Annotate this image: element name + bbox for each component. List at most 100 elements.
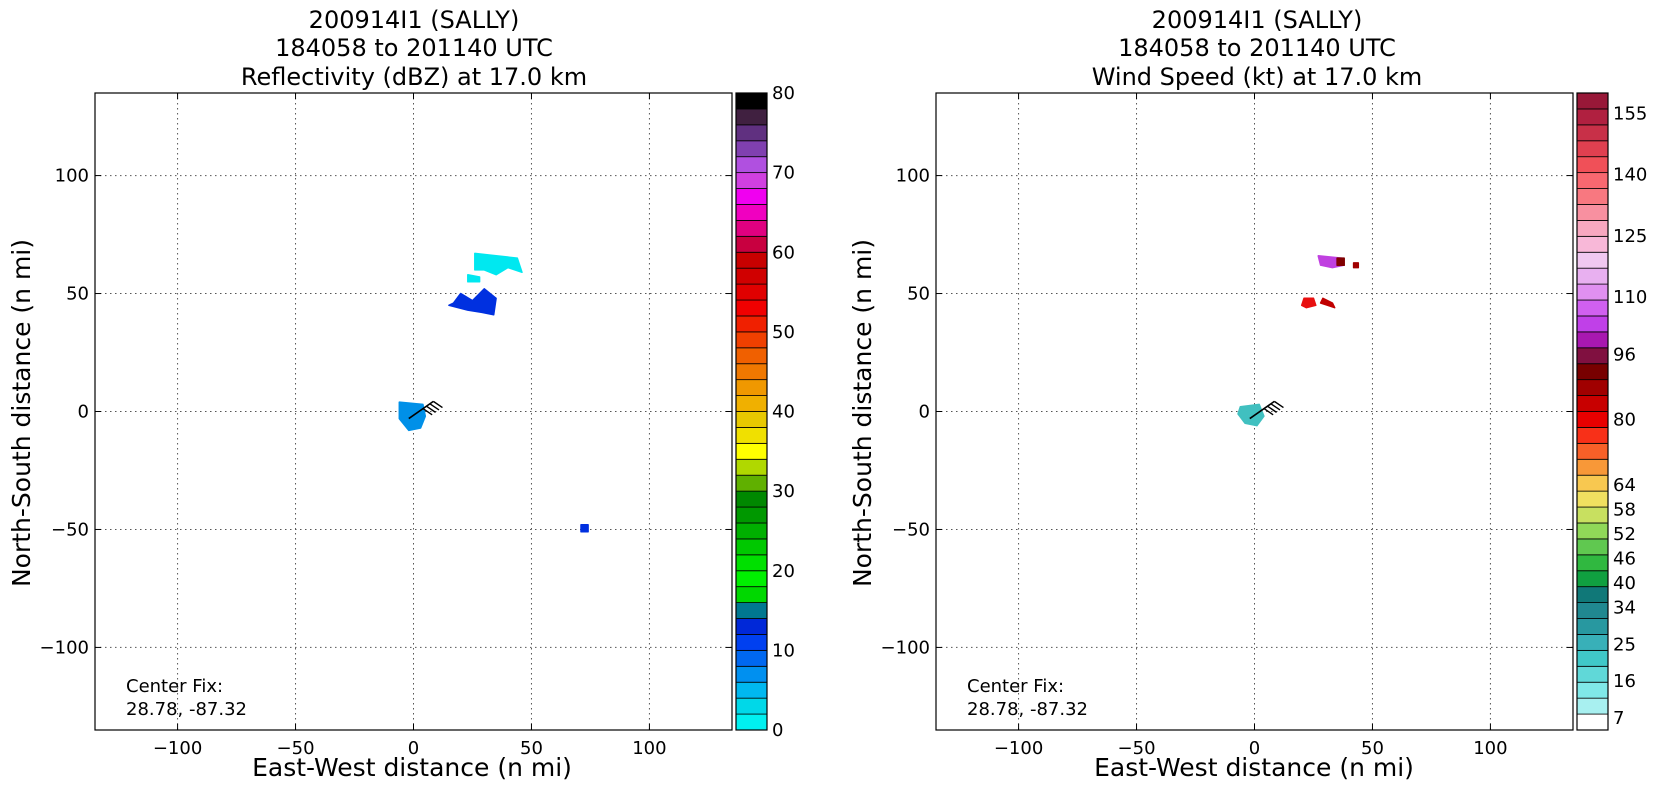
colorbar-segment (1576, 299, 1609, 317)
colorbar-segment (735, 251, 768, 269)
wind-speed-colorbar: 7 16 25 34 40 46 52 58 64 80 96 110 125 140 155 (1576, 92, 1647, 731)
left-title-line-3: Reflectivity (dBZ) at 17.0 km (241, 63, 587, 91)
colorbar-tick-label: 25 (1613, 634, 1636, 655)
colorbar-segment (1576, 554, 1609, 572)
colorbar-segment (735, 411, 768, 428)
colorbar-segment (1576, 267, 1609, 285)
colorbar-segment (1576, 108, 1609, 126)
colorbar-segment (735, 124, 768, 142)
data-region-wind-near-center (1237, 403, 1265, 427)
colorbar-segment (1576, 92, 1609, 110)
colorbar-segment (735, 458, 768, 476)
colorbar-segment (1576, 204, 1609, 221)
colorbar-segment (735, 427, 768, 444)
x-tick-label: 100 (632, 738, 666, 759)
colorbar-segment (1576, 474, 1609, 492)
colorbar-tick-label: 16 (1613, 671, 1636, 692)
y-tick-label: 100 (55, 166, 89, 187)
colorbar-tick-label: 60 (772, 242, 795, 263)
colorbar-segment (1576, 124, 1609, 142)
wind-barb-flag (1267, 405, 1277, 413)
colorbar-segment (1576, 538, 1609, 556)
wind-barb-flag (422, 408, 433, 416)
colorbar-segment (735, 283, 768, 301)
reflectivity-colorbar: 0 10 20 30 40 50 60 70 80 (735, 83, 795, 741)
y-tick-label: −100 (881, 637, 930, 658)
colorbar-segment (1576, 522, 1609, 540)
colorbar-segment (735, 570, 768, 588)
wind-barb (1249, 400, 1284, 420)
colorbar-segment (1576, 681, 1609, 699)
colorbar-segment (735, 618, 768, 635)
colorbar-tick-label: 46 (1613, 549, 1636, 570)
data-region-echo-north-band (448, 288, 497, 316)
left-title-line-2: 184058 to 201140 UTC (275, 34, 553, 62)
colorbar-segment (1576, 649, 1609, 667)
wind-barb (408, 400, 443, 420)
right-title-line-1: 200914I1 (SALLY) (1152, 6, 1363, 34)
data-region-wind-north-dot (1352, 262, 1360, 269)
x-tick-label: 100 (1473, 738, 1507, 759)
right-y-axis-label: North-South distance (n mi) (848, 239, 877, 587)
colorbar-segment (735, 442, 768, 460)
colorbar-frame (1576, 92, 1609, 731)
data-region-echo-north-fragment (467, 273, 481, 283)
wind-barb-staff (408, 400, 434, 420)
colorbar-segment (735, 172, 768, 189)
colorbar-segment (1576, 634, 1609, 651)
colorbar-segment (1576, 411, 1609, 428)
colorbar-tick-label: 96 (1613, 344, 1636, 365)
colorbar-segment (735, 713, 768, 731)
colorbar-segment (1576, 188, 1609, 205)
x-tick-label: 0 (1249, 738, 1260, 759)
x-tick-label: −50 (277, 738, 315, 759)
colorbar-segment (1576, 490, 1609, 508)
y-tick-label: −50 (892, 519, 930, 540)
wind-barb-flag (1263, 408, 1274, 416)
colorbar-segment (1576, 442, 1609, 460)
colorbar-tick-label: 80 (1613, 410, 1636, 431)
colorbar-frame (735, 92, 768, 731)
colorbar-tick-label: 80 (772, 83, 795, 104)
y-tick-label: −100 (40, 637, 89, 658)
colorbar-tick-label: 52 (1613, 524, 1636, 545)
y-tick-label: 100 (896, 166, 930, 187)
colorbar-segment (1576, 219, 1609, 237)
colorbar-tick-label: 50 (772, 322, 795, 343)
data-region-wind-north-maroon (1336, 257, 1345, 266)
colorbar-segment (735, 331, 768, 349)
colorbar-tick-label: 125 (1613, 226, 1647, 247)
colorbar-segment (735, 379, 768, 396)
left-center-fix-label: Center Fix: (126, 676, 223, 697)
wind-barb-staff (1249, 400, 1275, 420)
colorbar-segment (735, 108, 768, 126)
colorbar-tick-label: 155 (1613, 103, 1647, 124)
colorbar-segment (1576, 140, 1609, 158)
colorbar-segment (1576, 697, 1609, 715)
y-tick-label: 50 (907, 284, 930, 305)
wind-barb-flag (1273, 400, 1284, 409)
colorbar-segment (735, 315, 768, 333)
left-title-line-1: 200914I1 (SALLY) (309, 6, 520, 34)
colorbar-segment (735, 299, 768, 317)
colorbar-tick-label: 0 (772, 720, 783, 741)
x-tick-label: 0 (408, 738, 419, 759)
colorbar-segment (735, 188, 768, 205)
colorbar-tick-label: 110 (1613, 287, 1647, 308)
wind-barb-flag (426, 405, 436, 413)
colorbar-segment (1576, 315, 1609, 333)
colorbar-segment (735, 522, 768, 540)
wind-barb-flag (429, 403, 440, 411)
x-tick-label: 50 (1361, 738, 1384, 759)
colorbar-segment (1576, 156, 1609, 174)
left-center-fix-coords: 28.78, -87.32 (126, 699, 247, 720)
x-tick-label: −100 (994, 738, 1043, 759)
colorbar-tick-label: 64 (1613, 475, 1636, 496)
x-tick-label: 50 (520, 738, 543, 759)
reflectivity-plot-area: −100 −50 0 50 100 −100 −50 0 50 100 (40, 92, 733, 759)
colorbar-segment (1576, 586, 1609, 603)
colorbar-segment (735, 363, 768, 381)
colorbar-segment (735, 697, 768, 715)
x-tick-label: −50 (1118, 738, 1156, 759)
colorbar-segment (735, 554, 768, 572)
